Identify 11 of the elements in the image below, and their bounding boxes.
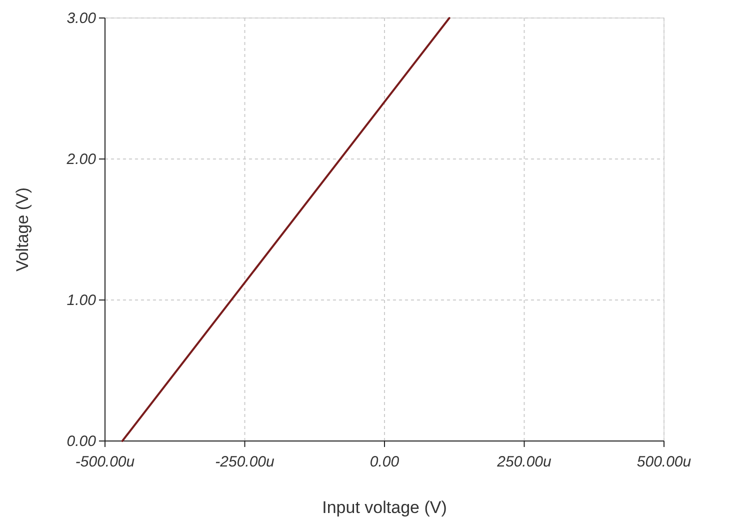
x-tick-label: 250.00u	[496, 454, 552, 470]
y-tick-label: 2.00	[66, 150, 97, 168]
x-axis-title: Input voltage (V)	[322, 498, 447, 517]
x-tick-label: 0.00	[370, 454, 400, 470]
x-tick-label: 500.00u	[636, 454, 692, 470]
x-tick-label: -500.00u	[75, 454, 136, 470]
y-tick-label: 1.00	[66, 292, 97, 309]
x-tick-label: -250.00u	[215, 454, 276, 470]
y-tick-label: 3.00	[66, 10, 97, 27]
y-tick-label: 0.00	[66, 432, 97, 450]
y-axis-title: Voltage (V)	[13, 187, 32, 272]
